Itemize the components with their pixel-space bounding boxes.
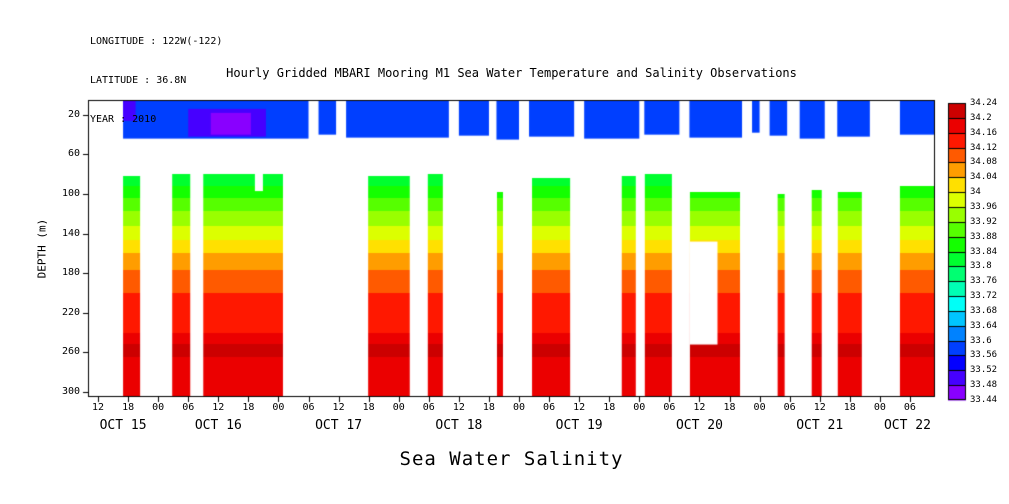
x-tick-label: 06	[422, 402, 435, 413]
colorbar-tick-label: 33.64	[970, 320, 998, 331]
colorbar-tick-label: 33.48	[970, 380, 998, 391]
date-label: OCT 16	[194, 418, 242, 433]
depth-tick-label: 220	[61, 306, 80, 318]
plot-caption: Sea Water Salinity	[399, 448, 624, 470]
x-tick-label: 18	[482, 402, 495, 413]
colorbar-tick-label: 33.8	[970, 261, 992, 272]
depth-tick-label: 140	[61, 227, 80, 239]
x-tick-label: 12	[452, 402, 465, 413]
x-tick-label: 06	[663, 402, 676, 413]
colorbar-tick-label: 33.72	[970, 291, 998, 302]
x-tick-label: 00	[753, 402, 766, 413]
x-tick-label: 00	[512, 402, 526, 413]
date-label: OCT 15	[99, 418, 147, 433]
x-tick-label: 12	[91, 402, 105, 413]
colorbar-tick-label: 34.12	[970, 142, 998, 153]
date-label: OCT 17	[315, 418, 363, 433]
x-tick-label: 18	[723, 402, 736, 413]
x-tick-label: 18	[362, 402, 375, 413]
colorbar-tick-label: 33.68	[970, 305, 998, 316]
metadata-block: LONGITUDE : 122W(-122) LATITUDE : 36.8N …	[90, 9, 222, 152]
x-tick-label: 18	[242, 402, 255, 413]
x-tick-label: 00	[272, 402, 285, 413]
x-tick-label: 06	[543, 402, 556, 413]
x-tick-label: 00	[633, 402, 646, 413]
colorbar-tick-label: 33.92	[970, 216, 998, 227]
x-tick-label: 12	[573, 402, 586, 413]
x-tick-label: 18	[122, 402, 135, 413]
depth-tick-label: 260	[61, 346, 80, 358]
x-tick-label: 00	[873, 402, 886, 413]
x-tick-label: 12	[693, 402, 706, 413]
x-tick-label: 06	[302, 402, 315, 413]
depth-tick-label: 300	[61, 386, 80, 398]
longitude-label: LONGITUDE : 122W(-122)	[90, 36, 223, 47]
date-label: OCT 21	[796, 418, 844, 433]
colorbar-tick-label: 33.88	[970, 231, 998, 242]
x-tick-label: 06	[783, 402, 796, 413]
x-tick-label: 12	[212, 402, 225, 413]
depth-tick-label: 180	[61, 267, 80, 279]
x-tick-label: 18	[603, 402, 616, 413]
date-label: OCT 22	[883, 418, 931, 433]
colorbar-tick-label: 34.2	[970, 112, 992, 123]
depth-tick-label: 100	[61, 188, 80, 200]
colorbar-tick-label: 34.24	[970, 98, 998, 108]
x-tick-label: 18	[843, 402, 856, 413]
date-label: OCT 20	[675, 418, 723, 433]
latitude-label: LATITUDE : 36.8N	[90, 75, 187, 86]
date-label: OCT 19	[555, 418, 603, 433]
date-label: OCT 18	[435, 418, 483, 433]
colorbar-tick-label: 33.6	[970, 335, 992, 346]
colorbar-tick-label: 33.56	[970, 350, 998, 361]
x-tick-label: 06	[903, 402, 916, 413]
x-tick-label: 12	[813, 402, 826, 413]
depth-tick-label: 60	[67, 148, 80, 160]
colorbar-tick-label: 34	[970, 187, 981, 198]
chart-title: Hourly Gridded MBARI Mooring M1 Sea Wate…	[226, 66, 797, 80]
colorbar-tick-label: 33.96	[970, 201, 998, 212]
colorbar-tick-label: 33.76	[970, 276, 998, 287]
x-tick-label: 12	[332, 402, 345, 413]
colorbar-tick-label: 33.44	[970, 395, 998, 405]
colorbar-tick-label: 33.84	[970, 246, 998, 257]
x-tick-label: 00	[152, 402, 165, 413]
colorbar-tick-label: 33.52	[970, 365, 998, 376]
year-label: YEAR : 2010	[90, 114, 157, 125]
colorbar-tick-label: 34.04	[970, 172, 998, 183]
colorbar-tick-label: 34.16	[970, 127, 998, 138]
colorbar-tick-label: 34.08	[970, 157, 998, 168]
depth-tick-label: 20	[67, 108, 80, 120]
x-tick-label: 06	[182, 402, 195, 413]
x-tick-label: 00	[392, 402, 405, 413]
